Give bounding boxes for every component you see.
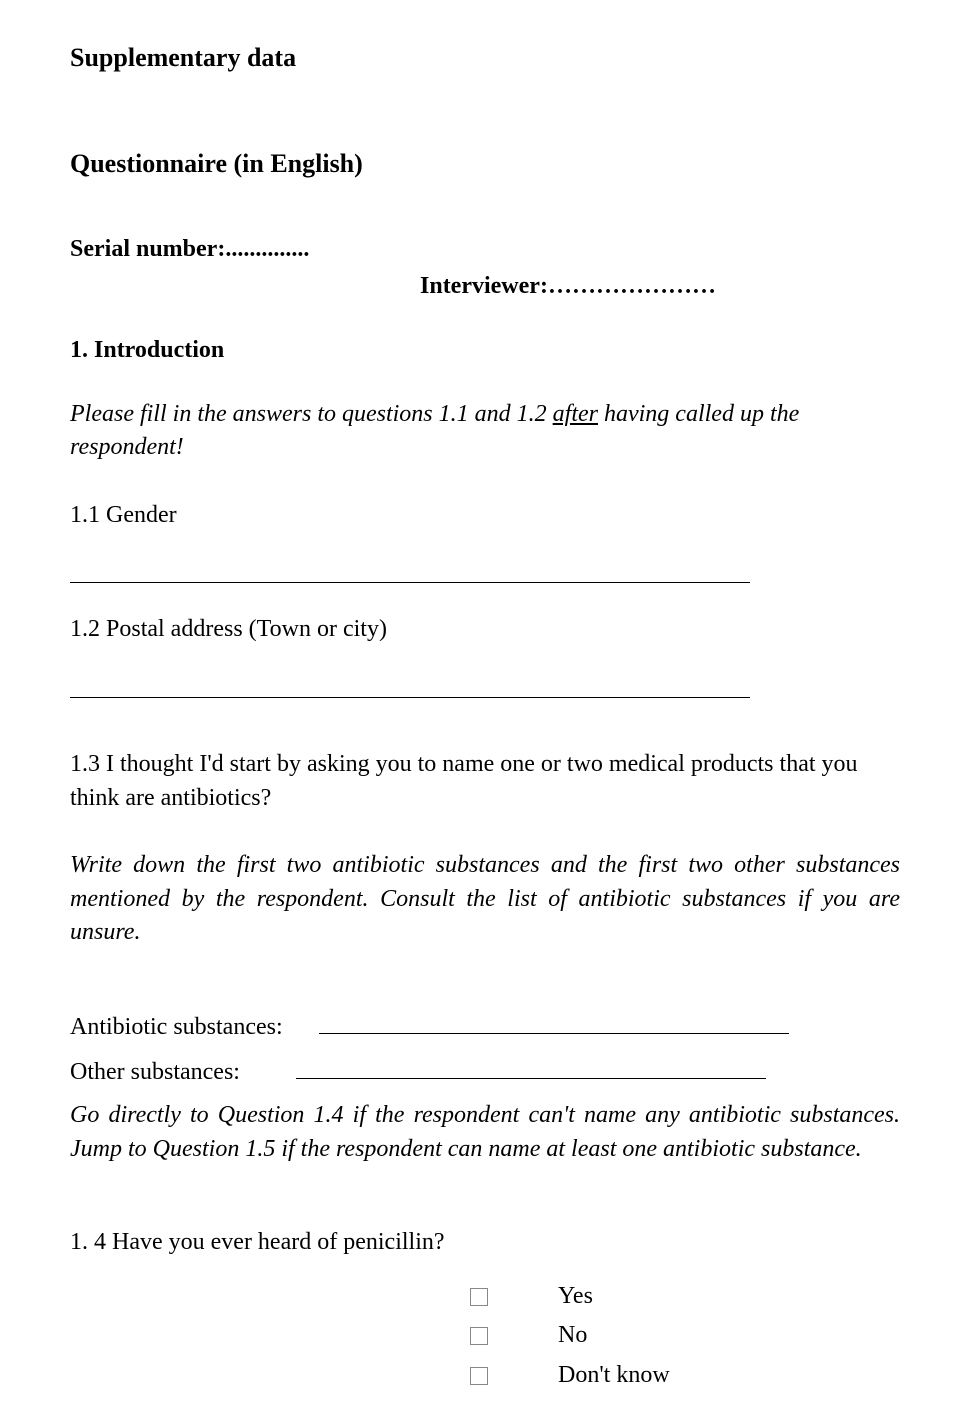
checkbox-dontknow[interactable] [470, 1367, 488, 1385]
antibiotic-substances-fill-line [319, 1010, 789, 1034]
checkbox-yes[interactable] [470, 1288, 488, 1306]
jump-instruction: Go directly to Question 1.4 if the respo… [70, 1099, 900, 1166]
option-no-row: No [470, 1319, 900, 1353]
document-subtitle: Questionnaire (in English) [70, 146, 900, 182]
option-yes-label: Yes [558, 1280, 593, 1314]
interviewer-label: Interviewer: [420, 273, 548, 299]
q-1-2-postal: 1.2 Postal address (Town or city) [70, 613, 900, 647]
option-dontknow-row: Don't know [470, 1359, 900, 1393]
interviewer-row: Interviewer:………………… [70, 270, 900, 304]
other-substances-label: Other substances: [70, 1056, 240, 1090]
instruction-underline: after [553, 401, 598, 427]
other-substances-row: Other substances: [70, 1055, 900, 1090]
gender-fill-line [70, 582, 750, 583]
option-no-label: No [558, 1319, 587, 1353]
antibiotic-substances-label: Antibiotic substances: [70, 1011, 283, 1045]
antibiotic-substances-row: Antibiotic substances: [70, 1010, 900, 1045]
q-1-1-gender: 1.1 Gender [70, 499, 900, 533]
q-1-4-penicillin: 1. 4 Have you ever heard of penicillin? [70, 1226, 900, 1260]
postal-fill-line [70, 697, 750, 698]
interviewer-fill-dots: ………………… [548, 273, 716, 299]
section-1-instruction: Please fill in the answers to questions … [70, 398, 900, 465]
serial-number-label: Serial number:.............. [70, 233, 900, 267]
section-1-heading: 1. Introduction [70, 334, 900, 368]
q-1-3-antibiotics: 1.3 I thought I'd start by asking you to… [70, 748, 900, 815]
checkbox-no[interactable] [470, 1327, 488, 1345]
instruction-pre: Please fill in the answers to questions … [70, 401, 553, 427]
q-1-3-instruction: Write down the first two antibiotic subs… [70, 849, 900, 950]
document-title: Supplementary data [70, 40, 900, 76]
other-substances-fill-line [296, 1055, 766, 1079]
option-yes-row: Yes [470, 1280, 900, 1314]
option-dontknow-label: Don't know [558, 1359, 670, 1393]
